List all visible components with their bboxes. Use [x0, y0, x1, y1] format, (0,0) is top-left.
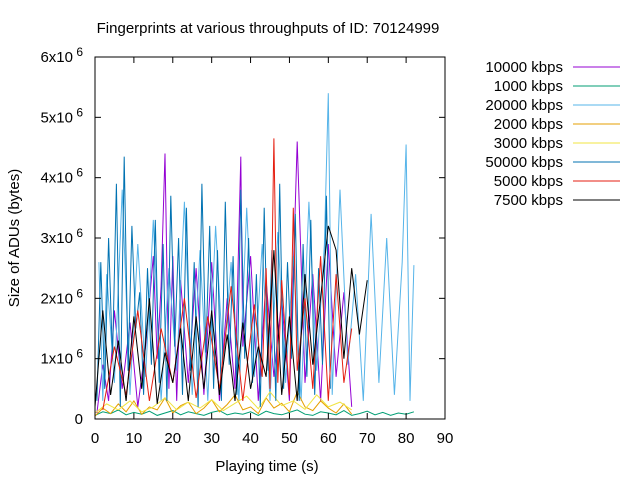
- x-tick-label: 30: [203, 430, 220, 447]
- series-line-7: [94, 225, 368, 407]
- x-tick-label: 20: [164, 430, 181, 447]
- x-tick-label: 0: [91, 430, 99, 447]
- legend-label: 7500 kbps: [494, 192, 563, 209]
- y-tick-label: 5x10 6: [40, 105, 83, 126]
- x-tick-label: 80: [398, 430, 415, 447]
- y-tick-label: 3x10 6: [40, 226, 83, 247]
- legend-label: 1000 kbps: [494, 78, 563, 95]
- y-tick-label: 0: [75, 411, 83, 428]
- y-tick-label: 2x10 6: [40, 286, 83, 307]
- y-tick-label: 1x10 6: [40, 347, 83, 368]
- plot-series: [94, 93, 415, 417]
- x-tick-label: 70: [359, 430, 376, 447]
- series-line-6: [102, 138, 353, 410]
- legend: 10000 kbps 1000 kbps 20000 kbps 2000 kbps 30…: [485, 59, 620, 209]
- legend-label: 3000 kbps: [494, 135, 563, 152]
- x-tick-label: 40: [242, 430, 259, 447]
- x-axis-label: Playing time (s): [215, 458, 318, 475]
- legend-label: 10000 kbps: [485, 59, 563, 76]
- x-tick-label: 60: [320, 430, 337, 447]
- y-axis-label: Size of ADUs (bytes): [6, 169, 23, 307]
- x-tick-label: 50: [281, 430, 298, 447]
- x-axis: 0 10 20 30 40 50 60 70 80 90: [91, 57, 454, 447]
- series-line-5: [96, 156, 331, 407]
- series-line-0: [96, 141, 353, 414]
- y-tick-label: 4x10 6: [40, 166, 83, 187]
- y-tick-label: 6x10 6: [40, 45, 83, 66]
- series-line-1: [94, 409, 415, 416]
- legend-label: 2000 kbps: [494, 116, 563, 133]
- legend-label: 5000 kbps: [494, 173, 563, 190]
- x-tick-label: 10: [126, 430, 143, 447]
- y-axis: 0 1x10 6 2x10 6 3x10 6 4x10 6 5x10 6 6x10 6: [40, 45, 445, 428]
- legend-label: 20000 kbps: [485, 97, 563, 114]
- chart-title: Fingerprints at various throughputs of I…: [97, 20, 440, 37]
- series-line-4: [94, 391, 352, 414]
- x-tick-label: 90: [437, 430, 454, 447]
- series-line-2: [98, 93, 415, 401]
- legend-label: 50000 kbps: [485, 154, 563, 171]
